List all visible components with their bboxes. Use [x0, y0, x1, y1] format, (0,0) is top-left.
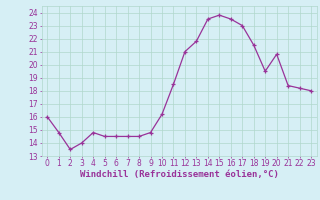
- X-axis label: Windchill (Refroidissement éolien,°C): Windchill (Refroidissement éolien,°C): [80, 170, 279, 179]
